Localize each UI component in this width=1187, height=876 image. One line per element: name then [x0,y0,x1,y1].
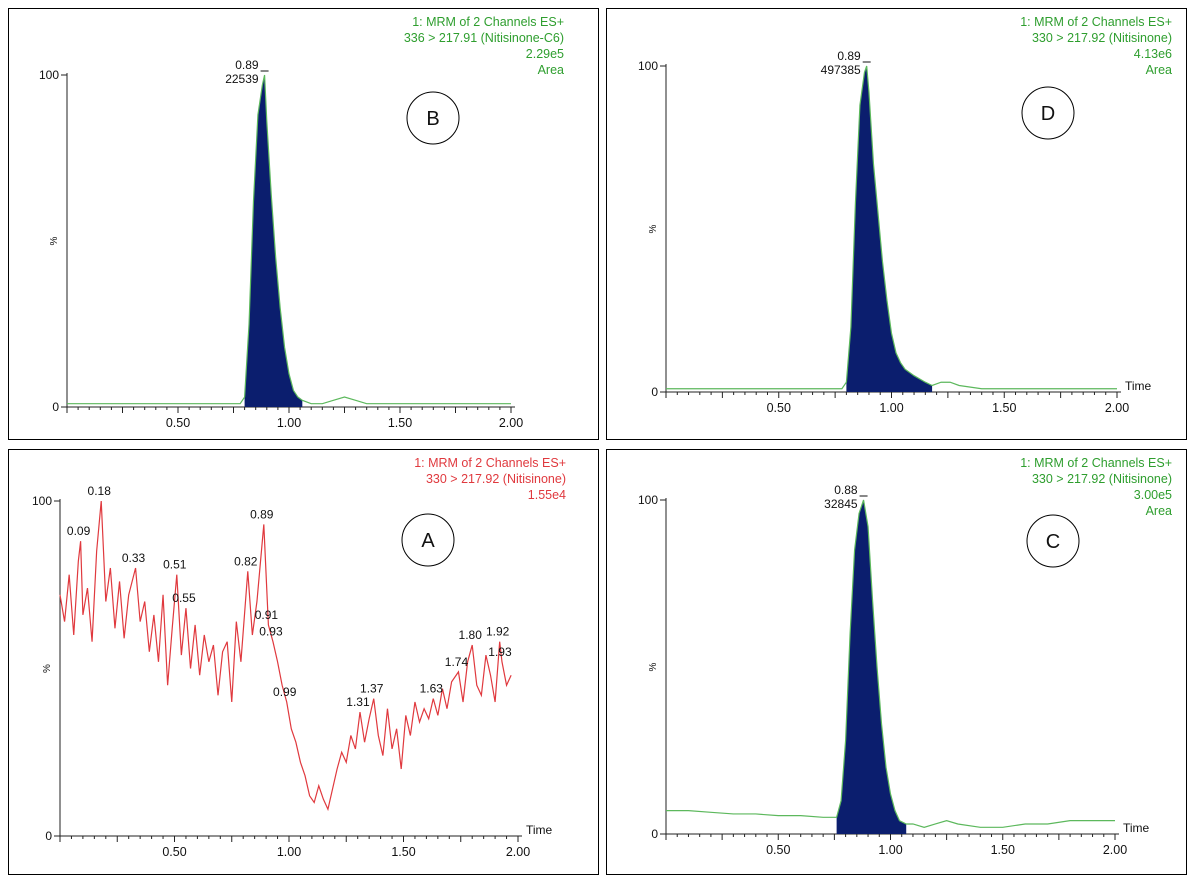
chart-b-panel-label: B [426,108,439,130]
chart-d-header-line-3: Area [1146,63,1172,77]
chart-a-panel-label-circle [401,513,455,567]
chart-b-x-tick-label-2: 1.50 [388,416,412,430]
chart-c-peak-area [836,500,907,834]
chart-d-panel-label: D [1041,103,1055,125]
chart-d-peak-area [846,66,933,392]
chart-a-header-line-0: 1: MRM of 2 Channels ES+ [414,456,566,470]
chart-c-panel-label: C [1046,531,1060,553]
chart-d-y-axis-label: % [648,224,659,233]
chart-a-peak-label-14: 1.80 [459,628,483,642]
chart-a: 1: MRM of 2 Channels ES+ 330 > 217.92 (Ni… [32,456,566,859]
chart-c-peak-area-value-0: 32845 [824,497,858,511]
chart-a-peak-label-0: 0.09 [67,524,91,538]
chromatogram-panel-a: 1: MRM of 2 Channels ES+ 330 > 217.92 (Ni… [8,449,599,875]
chart-c-panel-label-circle [1026,514,1080,568]
chart-c-header-line-0: 1: MRM of 2 Channels ES+ [1020,456,1172,470]
chart-d-x-tick-label-3: 2.00 [1105,401,1129,415]
chart-b-x-tick-label-3: 2.00 [499,416,523,430]
chart-d-y-tick-label-1: 100 [638,59,658,73]
chart-b-trace [67,74,511,405]
chart-c-header-line-3: Area [1146,504,1172,518]
chart-d-header-line-0: 1: MRM of 2 Channels ES+ [1020,15,1172,29]
chart-a-peak-label-3: 0.51 [163,558,187,572]
chart-c-x-tick-label-0: 0.50 [766,843,790,857]
chart-d-x-tick-label-1: 1.00 [879,401,903,415]
chart-a-x-tick-label-3: 2.00 [506,845,530,859]
chart-b-peak-area [244,75,303,407]
chart-b-x-tick-label-1: 1.00 [277,416,301,430]
chart-b-x-tick-label-0: 0.50 [166,416,190,430]
chart-d-header-line-1: 330 > 217.92 (Nitisinone) [1032,31,1172,45]
chart-a-peak-label-1: 0.18 [88,484,112,498]
chart-c-x-tick-label-2: 1.50 [991,843,1015,857]
chart-a-panel-label: A [421,530,435,552]
chart-d-peak-rt-0: 0.89 [837,49,861,63]
chart-a-peak-label-9: 0.99 [273,685,297,699]
chart-d-peak-area-value-0: 497385 [821,63,861,77]
chart-a-peak-label-15: 1.92 [486,625,510,639]
chart-a-x-axis-label: Time [526,823,553,837]
chart-d-header-line-2: 4.13e6 [1134,47,1172,61]
chart-b-header-line-3: Area [538,63,564,77]
chart-c-trace [666,499,1115,828]
chart-c-header-line-2: 3.00e5 [1134,488,1172,502]
chart-c-y-tick-label-0: 0 [651,827,658,841]
chart-a-header-line-1: 330 > 217.92 (Nitisinone) [426,472,566,486]
chart-a-peak-label-10: 1.31 [346,695,370,709]
chart-a-y-tick-label-1: 100 [32,494,52,508]
chart-b-header-line-1: 336 > 217.91 (Nitisinone-C6) [404,31,564,45]
chart-a-x-tick-label-0: 0.50 [162,845,186,859]
chart-c-y-axis-label: % [648,662,659,671]
chart-c-x-tick-label-3: 2.00 [1103,843,1127,857]
chart-d-x-tick-label-0: 0.50 [767,401,791,415]
chart-d-x-tick-label-2: 1.50 [992,401,1016,415]
chart-c-x-axis-label: Time [1123,821,1150,835]
chart-a-y-tick-label-0: 0 [45,829,52,843]
chart-c-x-tick-label-1: 1.00 [878,843,902,857]
chart-b-y-axis-label: % [49,236,60,245]
chromatogram-panel-b: 1: MRM of 2 Channels ES+ 336 > 217.91 (Ni… [8,8,599,440]
chart-c-peak-rt-0: 0.88 [834,483,858,497]
chart-d-y-tick-label-0: 0 [651,385,658,399]
chart-a-peak-label-6: 0.89 [250,507,274,521]
chart-b-peak-area-value-0: 22539 [225,72,259,86]
chart-d-trace [666,65,1117,390]
chart-a-trace [59,500,512,812]
chart-b-peak-rt-0: 0.89 [235,58,259,72]
chromatogram-panel-d: 1: MRM of 2 Channels ES+ 330 > 217.92 (Ni… [606,8,1187,440]
chart-a-peak-label-2: 0.33 [122,551,146,565]
chromatogram-panel-c: 1: MRM of 2 Channels ES+ 330 > 217.92 (Ni… [606,449,1187,875]
chart-d-x-axis-label: Time [1125,379,1152,393]
chart-a-peak-label-16: 1.93 [488,645,512,659]
chart-d: 1: MRM of 2 Channels ES+ 330 > 217.92 (Ni… [638,15,1172,415]
chart-a-y-axis-label: % [42,664,53,673]
chart-b-panel-label-circle [406,91,460,145]
chart-a-header-line-2: 1.55e4 [528,488,566,502]
chart-a-x-tick-label-2: 1.50 [391,845,415,859]
chart-a-peak-label-4: 0.55 [172,591,196,605]
chart-d-panel-label-circle [1021,86,1075,140]
chart-a-x-tick-label-1: 1.00 [277,845,301,859]
chart-b-header-line-0: 1: MRM of 2 Channels ES+ [412,15,564,29]
chart-c: 1: MRM of 2 Channels ES+ 330 > 217.92 (Ni… [638,456,1172,857]
chart-c-y-tick-label-1: 100 [638,493,658,507]
chart-b-header-line-2: 2.29e5 [526,47,564,61]
chart-a-peak-label-7: 0.91 [255,608,279,622]
chart-a-peak-label-8: 0.93 [259,625,283,639]
chart-a-peak-label-12: 1.63 [420,682,444,696]
chart-b: 1: MRM of 2 Channels ES+ 336 > 217.91 (Ni… [39,15,564,430]
chart-b-y-tick-label-0: 0 [52,400,59,414]
chart-a-peak-label-13: 1.74 [445,655,469,669]
chart-c-header-line-1: 330 > 217.92 (Nitisinone) [1032,472,1172,486]
chart-a-peak-label-11: 1.37 [360,682,384,696]
chart-b-y-tick-label-1: 100 [39,68,59,82]
chart-a-peak-label-5: 0.82 [234,554,258,568]
